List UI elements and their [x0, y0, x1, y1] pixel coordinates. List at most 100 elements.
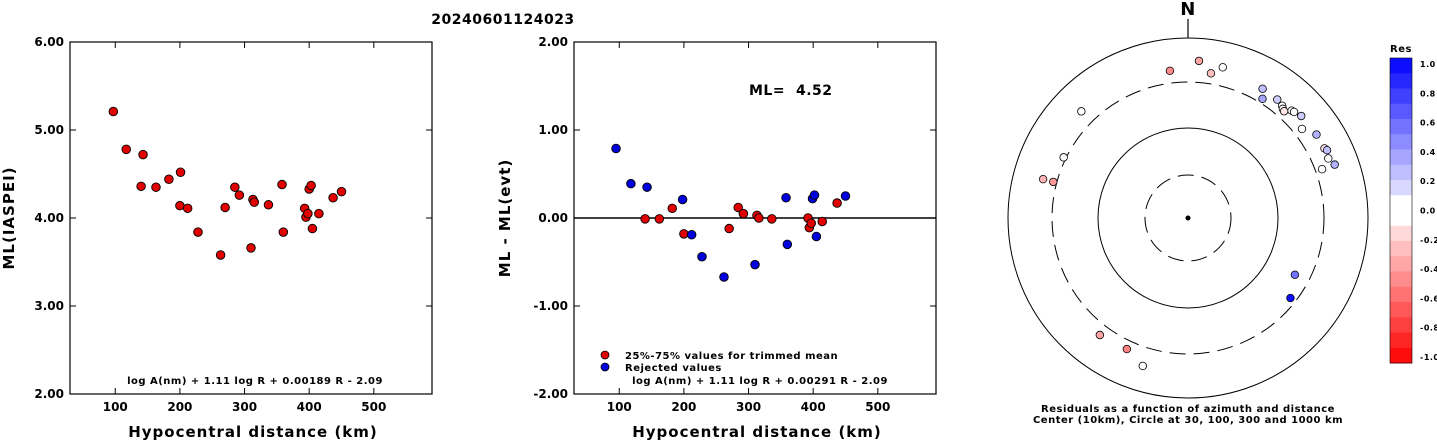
x-tick-label: 400	[297, 400, 322, 414]
colorbar-cell	[1390, 73, 1412, 89]
colorbar-cell	[1390, 302, 1412, 318]
x-axis-label: Hypocentral distance (km)	[128, 423, 378, 441]
data-point	[679, 229, 689, 239]
colorbar-tick-label: -0.2	[1420, 236, 1437, 245]
x-tick-label: 300	[736, 400, 761, 414]
data-point	[314, 208, 324, 219]
y-axis-label: ML - ML(evt)	[496, 159, 514, 277]
ml-value: 4.52	[796, 83, 833, 99]
caption-line-2: Center (10km), Circle at 30, 100, 300 an…	[1033, 415, 1343, 426]
residual-point	[1273, 95, 1282, 104]
colorbar-cell	[1390, 256, 1412, 272]
ml-vs-distance-panel: 100 200 300 400 500 2.00 3.00 4.00 5.00 6.00 log …	[0, 35, 433, 441]
colorbar-cell	[1390, 195, 1412, 211]
colorbar-cell	[1390, 134, 1412, 150]
colorbar-cell	[1390, 149, 1412, 166]
colorbar-tick-label: 0.0	[1420, 207, 1436, 216]
data-point	[182, 203, 193, 214]
data-point	[840, 191, 851, 201]
ring-100km	[1097, 127, 1279, 309]
data-point	[733, 202, 743, 213]
data-point	[230, 182, 240, 192]
colorbar-tick-label: -0.6	[1420, 294, 1437, 303]
data-point	[164, 174, 174, 185]
x-tick-label: 100	[103, 400, 128, 414]
y-tick-label: 5.00	[34, 123, 64, 137]
data-point	[246, 243, 256, 253]
colorbar-cell	[1390, 180, 1412, 196]
residual-point	[1059, 153, 1068, 162]
legend-marker-rejected	[600, 362, 610, 372]
ring-1000km	[1007, 37, 1369, 399]
residual-point	[1289, 107, 1299, 117]
data-point	[697, 251, 707, 262]
data-point	[249, 197, 259, 207]
data-point	[151, 182, 161, 192]
data-point	[278, 227, 289, 237]
data-point	[724, 223, 734, 234]
data-point	[263, 200, 274, 210]
data-point	[303, 208, 313, 219]
residual-point	[1312, 130, 1321, 139]
data-point	[811, 231, 822, 242]
colorbar-cell	[1390, 241, 1412, 257]
colorbar-title: Res	[1390, 44, 1412, 55]
data-point	[640, 214, 650, 224]
data-point	[277, 179, 287, 190]
data-point	[686, 229, 697, 240]
y-tick-label: 2.00	[34, 387, 64, 401]
legend-label-trimmed: 25%-75% values for trimmed mean	[625, 351, 838, 362]
residual-point	[1297, 124, 1307, 134]
residual-point	[1206, 69, 1216, 78]
data-point	[306, 180, 316, 191]
residual-point	[1077, 107, 1086, 116]
x-tick-label: 100	[607, 400, 632, 414]
legend-marker-trimmed	[600, 350, 610, 360]
residual-point	[1297, 111, 1306, 121]
colorbar-cell	[1390, 58, 1412, 74]
residual-point	[1322, 145, 1332, 155]
x-tick-label: 200	[167, 400, 192, 414]
colorbar-cell	[1390, 103, 1412, 120]
azimuth-residual-panel: N Residuals as a function of azimuth and…	[1007, 0, 1369, 426]
data-point	[234, 190, 245, 200]
colorbar-cell	[1390, 347, 1412, 364]
colorbar-tick-label: 1.0	[1420, 60, 1436, 69]
residual-point	[1279, 107, 1289, 116]
colorbar-tick-label: 0.2	[1420, 177, 1436, 186]
x-tick-label: 400	[801, 400, 826, 414]
colorbar-tick-label: 0.8	[1420, 89, 1436, 98]
colorbar-cell	[1390, 286, 1412, 303]
ml-label: ML=	[749, 83, 785, 99]
residual-point	[1165, 66, 1175, 76]
colorbar-cell	[1390, 88, 1412, 105]
center-point	[1185, 215, 1191, 221]
y-axis-label: ML(IASPEI)	[0, 166, 18, 269]
y-tick-label: -2.00	[533, 387, 568, 401]
x-axis-label: Hypocentral distance (km)	[632, 423, 882, 441]
data-point	[611, 143, 621, 154]
data-point	[781, 193, 791, 203]
residual-vs-distance-panel: 100 200 300 400 500 -2.00 -1.00 0.00 1.00 2.00 ML…	[496, 35, 937, 441]
residual-point	[1258, 94, 1267, 103]
data-point	[336, 186, 347, 197]
figure-title: 20240601124023	[431, 12, 574, 28]
data-point	[136, 181, 146, 192]
y-tick-label: 3.00	[34, 299, 64, 313]
data-point	[809, 190, 820, 200]
data-point	[175, 167, 186, 177]
colorbar-cell	[1390, 119, 1412, 135]
x-tick-label: 500	[361, 400, 386, 414]
residual-point	[1194, 56, 1204, 66]
colorbar-tick-label: 0.4	[1420, 148, 1436, 157]
colorbar-cell	[1390, 210, 1412, 227]
data-point	[175, 200, 185, 211]
y-tick-label: 4.00	[34, 211, 64, 225]
y-tick-label: 6.00	[34, 35, 64, 49]
data-point	[307, 223, 318, 234]
x-tick-label: 200	[671, 400, 696, 414]
legend-label-rejected: Rejected values	[625, 363, 722, 374]
residual-point	[1138, 361, 1147, 371]
caption-line-1: Residuals as a function of azimuth and d…	[1041, 404, 1335, 415]
y-tick-label: 2.00	[538, 35, 568, 49]
